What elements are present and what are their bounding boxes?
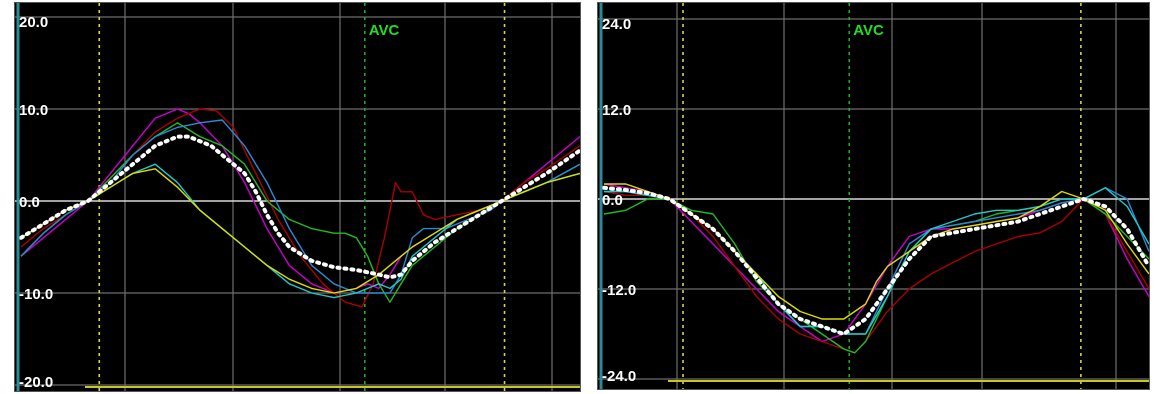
- avc-marker-label: AVC: [369, 22, 400, 39]
- average-strain-curve: [19, 134, 580, 280]
- plot-background: [15, 3, 580, 391]
- y-tick-label: -24.0: [602, 368, 636, 385]
- y-tick-label: 0.0: [602, 192, 623, 209]
- y-tick-label: 20.0: [19, 14, 48, 31]
- y-tick-label: 0.0: [19, 194, 40, 211]
- strain-chart-left: AVC 20.0 10.0 0.0 -10.0 -20.0: [14, 2, 581, 392]
- chart-svg-left: AVC 20.0 10.0 0.0 -10.0 -20.0: [15, 3, 580, 391]
- chart-svg-right: AVC 24.0 12.0 0.0 -12.0 -24.0: [598, 3, 1149, 389]
- avc-marker-label: AVC: [853, 22, 884, 39]
- y-tick-label: -10.0: [19, 286, 53, 303]
- y-tick-label: 12.0: [602, 102, 631, 119]
- segment-strain-curve: [20, 168, 580, 294]
- y-tick-label: 24.0: [602, 16, 631, 33]
- average-strain-curve: [602, 185, 1149, 336]
- y-tick-label: -20.0: [19, 374, 53, 391]
- strain-chart-right: AVC 24.0 12.0 0.0 -12.0 -24.0: [597, 2, 1150, 390]
- y-tick-label: 10.0: [19, 102, 48, 119]
- y-tick-label: -12.0: [602, 282, 636, 299]
